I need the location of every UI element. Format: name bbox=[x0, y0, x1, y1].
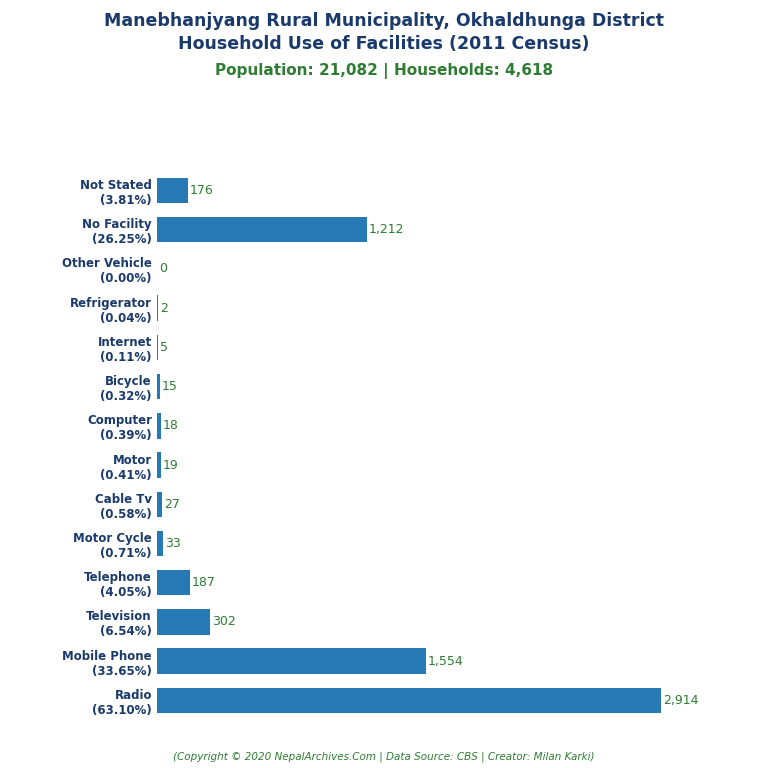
Bar bbox=[157, 177, 188, 204]
Text: 302: 302 bbox=[212, 615, 236, 628]
Text: 5: 5 bbox=[161, 341, 168, 354]
Bar bbox=[157, 335, 158, 360]
Text: 187: 187 bbox=[192, 576, 216, 589]
Bar bbox=[157, 452, 161, 478]
Text: 27: 27 bbox=[164, 498, 180, 511]
Text: 0: 0 bbox=[159, 263, 167, 276]
Text: 18: 18 bbox=[163, 419, 178, 432]
Bar bbox=[157, 492, 162, 517]
Bar bbox=[157, 531, 163, 556]
Bar bbox=[157, 217, 367, 243]
Bar bbox=[157, 413, 161, 439]
Bar bbox=[157, 687, 661, 713]
Text: 2,914: 2,914 bbox=[663, 694, 699, 707]
Text: 176: 176 bbox=[190, 184, 214, 197]
Text: 2: 2 bbox=[160, 302, 167, 315]
Bar bbox=[157, 609, 210, 634]
Text: 33: 33 bbox=[165, 537, 181, 550]
Text: Population: 21,082 | Households: 4,618: Population: 21,082 | Households: 4,618 bbox=[215, 63, 553, 79]
Bar bbox=[157, 648, 426, 674]
Text: Manebhanjyang Rural Municipality, Okhaldhunga District: Manebhanjyang Rural Municipality, Okhald… bbox=[104, 12, 664, 29]
Text: (Copyright © 2020 NepalArchives.Com | Data Source: CBS | Creator: Milan Karki): (Copyright © 2020 NepalArchives.Com | Da… bbox=[174, 751, 594, 762]
Text: 1,212: 1,212 bbox=[369, 223, 405, 237]
Text: 19: 19 bbox=[163, 458, 178, 472]
Bar bbox=[157, 570, 190, 595]
Text: 1,554: 1,554 bbox=[428, 654, 464, 667]
Text: 15: 15 bbox=[162, 380, 178, 393]
Text: Household Use of Facilities (2011 Census): Household Use of Facilities (2011 Census… bbox=[178, 35, 590, 52]
Bar bbox=[157, 374, 160, 399]
